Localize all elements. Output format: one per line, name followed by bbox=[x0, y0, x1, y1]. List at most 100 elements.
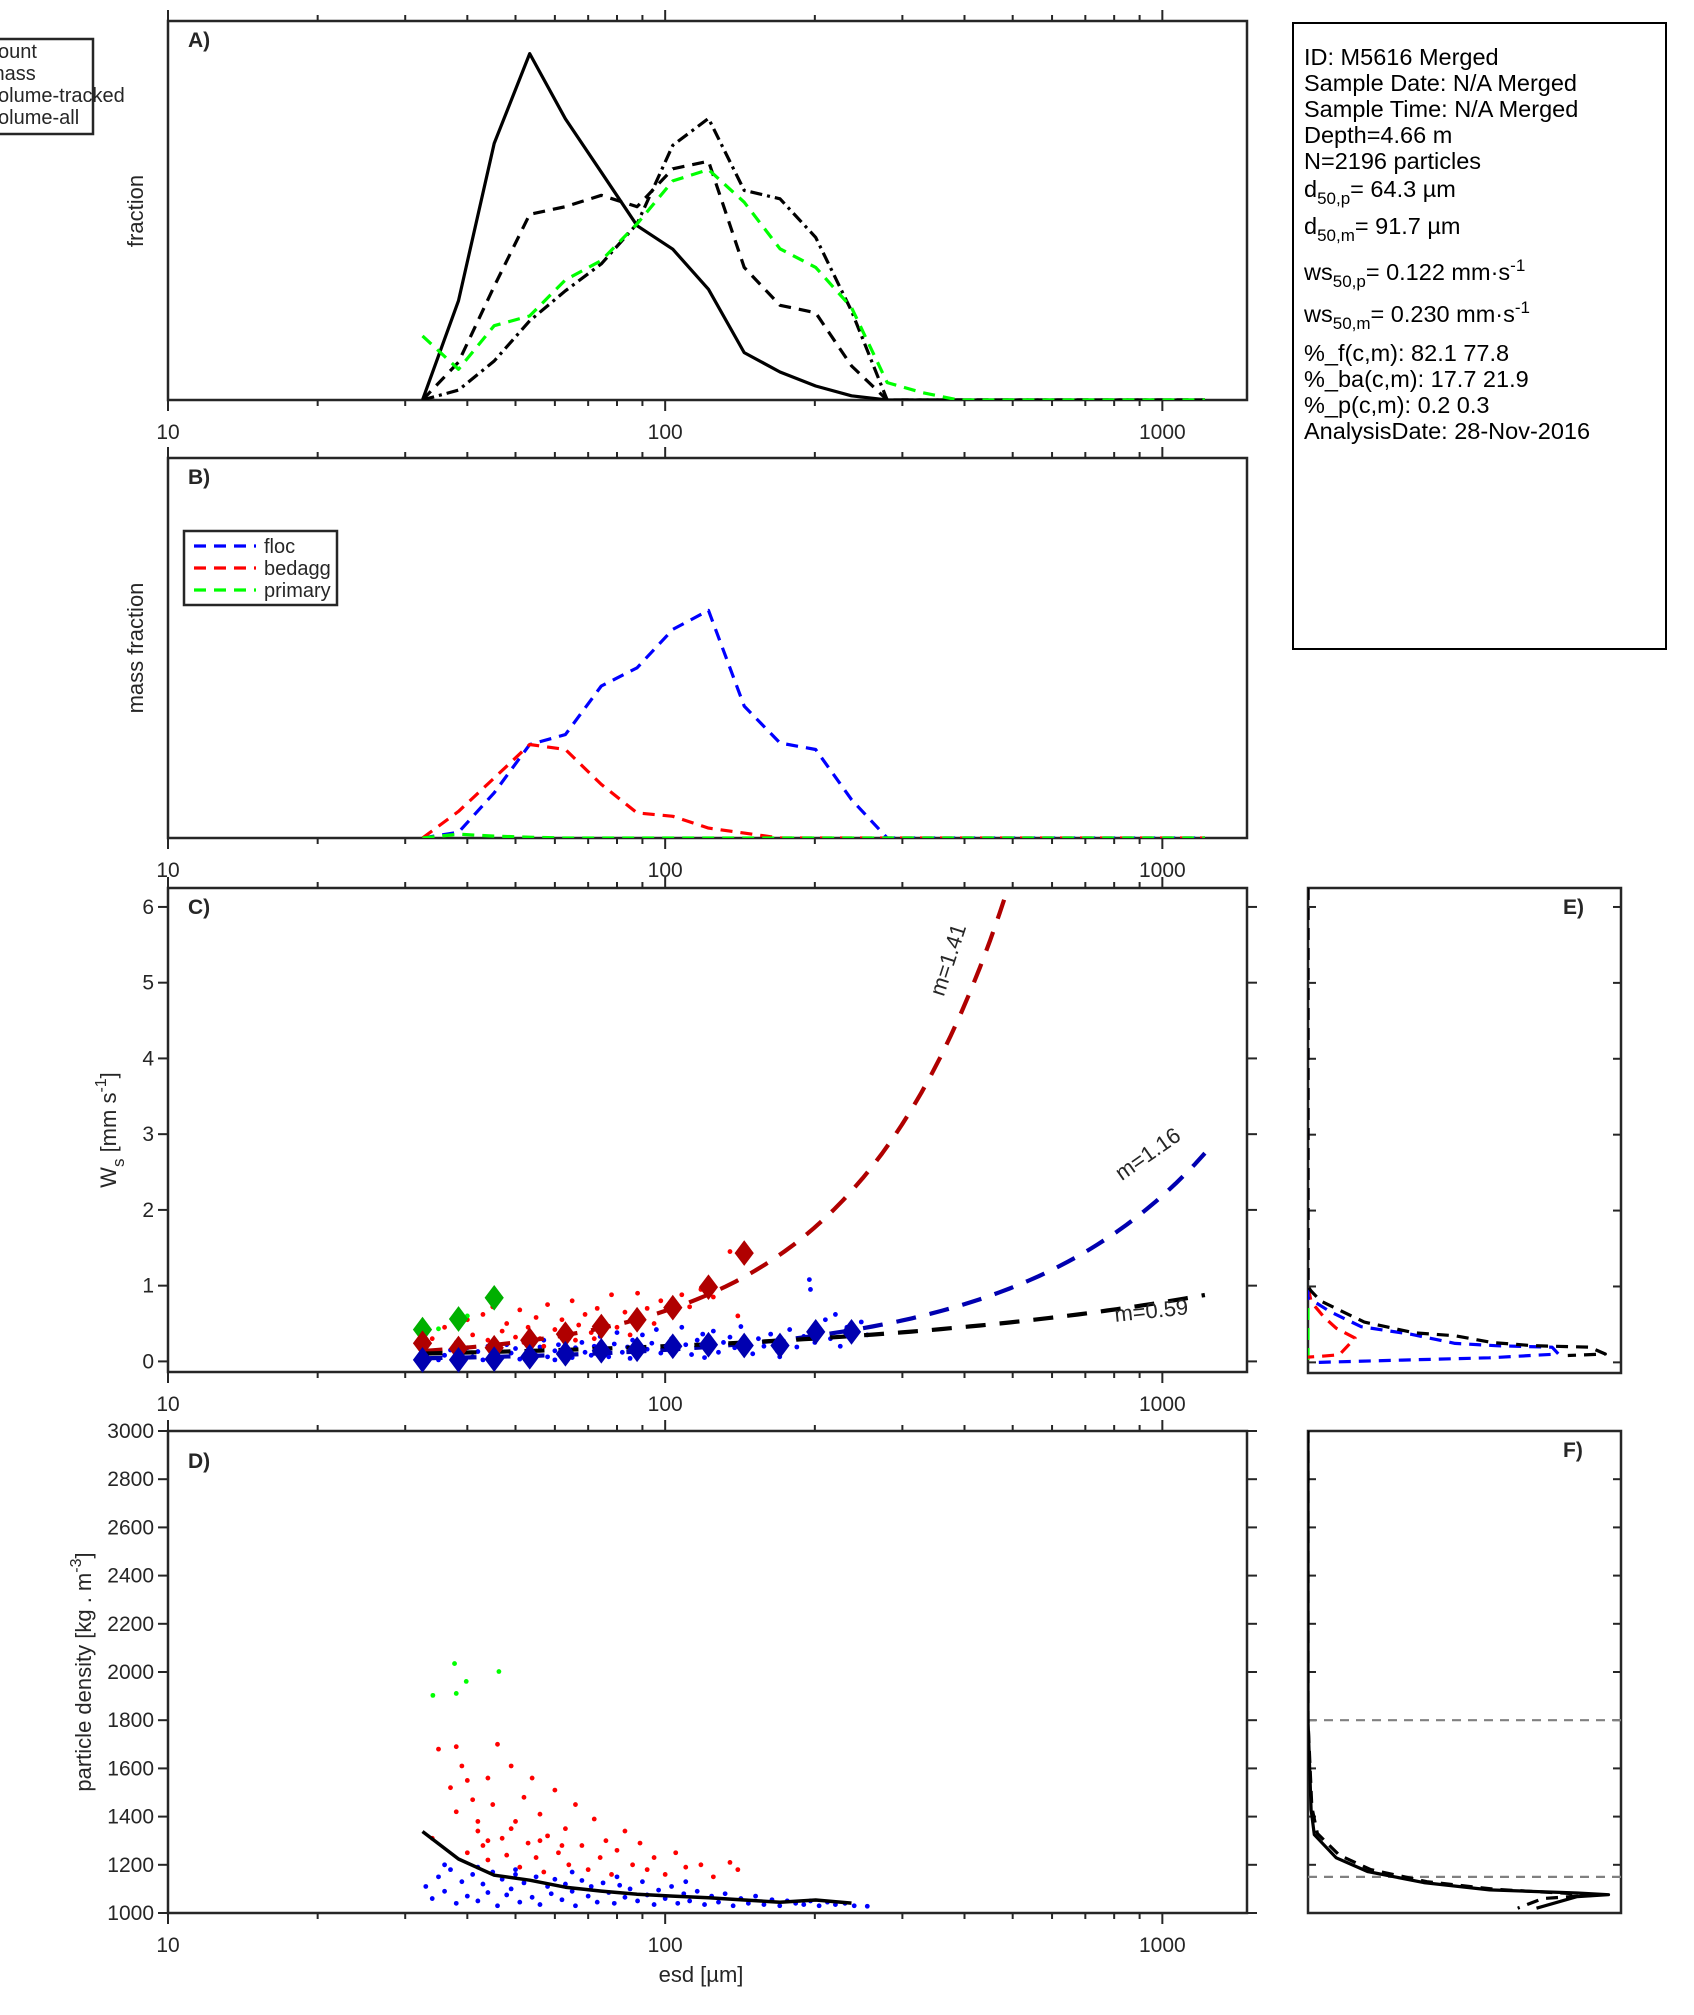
y-axis-label-fraction: fraction bbox=[123, 175, 148, 247]
scatter-point-floc bbox=[559, 1897, 565, 1903]
scatter-point-floc bbox=[822, 1317, 828, 1323]
scatter-point-bedagg bbox=[470, 1332, 476, 1338]
series-line-count bbox=[420, 51, 1205, 400]
ws50p-sup: -1 bbox=[1510, 256, 1526, 275]
scatter-point-floc bbox=[614, 1874, 620, 1880]
scatter-point-floc bbox=[459, 1879, 465, 1885]
scatter-point-bedagg bbox=[541, 1869, 547, 1875]
scatter-point-floc bbox=[537, 1902, 543, 1907]
info-ws50m: ws50,m= 0.230 mm·s-1 bbox=[1304, 299, 1530, 332]
scatter-point-bedagg bbox=[459, 1763, 465, 1769]
scatter-point-bedagg bbox=[508, 1763, 514, 1769]
median-diamond-floc bbox=[806, 1319, 826, 1345]
scatter-point-bedagg bbox=[517, 1307, 523, 1313]
scatter-point-bedagg bbox=[627, 1332, 633, 1338]
legend-entry-bedagg: bedagg bbox=[264, 558, 331, 580]
scatter-point-floc bbox=[721, 1340, 726, 1345]
scatter-point-bedagg bbox=[559, 1843, 565, 1848]
panel-label: B) bbox=[188, 466, 210, 489]
scatter-point-bedagg bbox=[517, 1864, 523, 1870]
legend-b bbox=[182, 529, 339, 607]
info-particle-count: N=2196 particles bbox=[1304, 148, 1482, 174]
scatter-point-floc bbox=[475, 1898, 481, 1904]
median-diamond-floc bbox=[841, 1319, 862, 1345]
d50p-sub: 50,p bbox=[1317, 189, 1351, 208]
ylabel-close: ] bbox=[71, 1552, 96, 1558]
median-diamond-floc bbox=[591, 1337, 611, 1364]
scatter-point-bedagg bbox=[569, 1298, 575, 1304]
y-tick-label: 2200 bbox=[107, 1613, 154, 1636]
d50p-main: d bbox=[1304, 176, 1318, 202]
y-tick-label: 1200 bbox=[107, 1854, 154, 1877]
scatter-point-floc bbox=[448, 1867, 453, 1873]
scatter-point-floc bbox=[653, 1327, 659, 1332]
scatter-point-bedagg bbox=[637, 1840, 643, 1846]
d50m-sub: 50,m bbox=[1317, 226, 1355, 245]
scatter-point-bedagg bbox=[485, 1337, 491, 1343]
scatter-point-bedagg bbox=[529, 1775, 535, 1781]
x-tick-label: 10 bbox=[156, 421, 179, 444]
scatter-point-bedagg bbox=[603, 1838, 609, 1844]
median-diamond-bedagg bbox=[734, 1240, 754, 1266]
series-line-floc bbox=[422, 608, 1205, 838]
scatter-point-floc bbox=[727, 1334, 733, 1340]
scatter-point-floc bbox=[761, 1343, 767, 1349]
scatter-point-floc bbox=[702, 1355, 707, 1361]
scatter-point-floc bbox=[745, 1900, 751, 1906]
median-diamond-bedagg bbox=[591, 1313, 611, 1340]
scatter-point-primary bbox=[436, 1326, 441, 1332]
scatter-point-bedagg bbox=[541, 1343, 547, 1349]
median-diamond-floc bbox=[448, 1347, 469, 1373]
median-diamond-bedagg bbox=[627, 1306, 647, 1333]
scatter-point-bedagg bbox=[537, 1838, 543, 1844]
scatter-point-bedagg bbox=[594, 1305, 600, 1311]
scatter-point-bedagg bbox=[644, 1867, 650, 1873]
axes-frame bbox=[166, 456, 1249, 840]
scatter-point-floc bbox=[656, 1887, 661, 1893]
scatter-point-floc bbox=[640, 1332, 645, 1338]
series-line-volume-all bbox=[421, 168, 1205, 400]
scatter-point-floc bbox=[611, 1341, 617, 1347]
scatter-point-bedagg bbox=[710, 1874, 716, 1880]
ylabel-main: particle density [kg . m bbox=[71, 1573, 96, 1792]
scatter-point-bedagg bbox=[552, 1327, 558, 1332]
scatter-point-floc bbox=[864, 1903, 870, 1909]
panel-label: E) bbox=[1563, 896, 1584, 919]
scatter-point-floc bbox=[730, 1903, 736, 1909]
median-diamond-floc bbox=[663, 1333, 683, 1360]
scatter-point-floc bbox=[537, 1344, 543, 1350]
scatter-point-primary bbox=[453, 1691, 459, 1696]
legend-entry-volume-tracked: volume-tracked bbox=[0, 85, 125, 107]
x-tick-label: 1000 bbox=[1139, 421, 1186, 444]
legend-box bbox=[182, 529, 339, 607]
y-tick-label: 1600 bbox=[107, 1757, 154, 1780]
x-tick-label: 10 bbox=[156, 1393, 179, 1416]
scatter-point-bedagg bbox=[475, 1819, 481, 1824]
scatter-point-floc bbox=[545, 1354, 550, 1360]
y-tick-label: 2400 bbox=[107, 1565, 154, 1588]
scatter-point-floc bbox=[529, 1894, 535, 1900]
panel-label: C) bbox=[188, 896, 210, 919]
axes-frame bbox=[166, 19, 1249, 402]
median-diamond-primary bbox=[448, 1306, 469, 1332]
info-ws50p: ws50,p= 0.122 mm·s-1 bbox=[1304, 256, 1526, 290]
median-diamond-floc bbox=[627, 1336, 647, 1363]
scatter-point-floc bbox=[640, 1879, 645, 1885]
scatter-point-bedagg bbox=[622, 1309, 628, 1315]
scatter-point-floc bbox=[806, 1277, 812, 1282]
scatter-point-floc bbox=[675, 1900, 681, 1906]
scatter-point-bedagg bbox=[597, 1855, 603, 1860]
x-tick-label: 10 bbox=[156, 1934, 179, 1957]
x-tick-label: 1000 bbox=[1139, 859, 1186, 882]
scatter-point-bedagg bbox=[485, 1857, 491, 1863]
scatter-point-floc bbox=[600, 1880, 606, 1886]
scatter-point-floc bbox=[442, 1862, 447, 1868]
legend-entry-floc: floc bbox=[264, 536, 295, 558]
legend-entry-count: count bbox=[0, 41, 37, 63]
scatter-point-floc bbox=[513, 1346, 518, 1351]
scatter-point-floc bbox=[683, 1342, 689, 1348]
median-diamond-floc bbox=[520, 1344, 540, 1370]
scatter-point-floc bbox=[787, 1327, 793, 1332]
scatter-point-bedagg bbox=[429, 1336, 435, 1342]
ylabel-unit: [mm s bbox=[96, 1093, 121, 1159]
